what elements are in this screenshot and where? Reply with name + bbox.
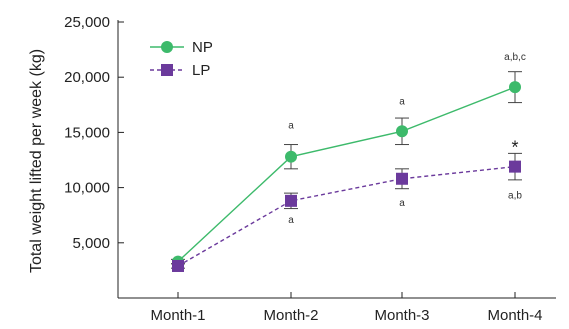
legend-label: LP (192, 62, 210, 79)
y-axis-title: Total weight lifted per week (kg) (28, 49, 45, 273)
data-point-lp (396, 172, 408, 185)
series-line-np (177, 86, 516, 263)
y-tick-label: 20,000 (64, 69, 110, 86)
data-point-np (285, 150, 297, 163)
y-tick-label: 25,000 (64, 14, 110, 31)
legend-marker (161, 64, 173, 76)
x-tick-label: Month-4 (487, 307, 542, 324)
legend-label: NP (192, 39, 213, 56)
x-tick-label: Month-3 (374, 307, 429, 324)
significance-label: a (288, 215, 294, 226)
chart-axes: 5,000 10,000 15,000 20,000 25,000 Month-1 Mont… (64, 14, 556, 324)
significance-label: a (288, 121, 294, 132)
significance-label: a,b,c (504, 52, 526, 63)
data-point-lp (172, 259, 184, 272)
legend-entry-lp: LP (150, 62, 210, 79)
y-tick-label: 10,000 (64, 180, 110, 197)
y-tick-label: 5,000 (72, 235, 110, 252)
significance-label: a (399, 198, 405, 209)
y-tick-label: 15,000 (64, 124, 110, 141)
significance-label: a,b (508, 191, 522, 202)
legend-marker (161, 41, 173, 53)
legend-entry-np: NP (150, 39, 213, 56)
significance-label: a (399, 96, 405, 107)
series-np: a a a,b,c (171, 52, 526, 268)
data-point-lp (285, 194, 297, 207)
significance-asterisk: * (511, 137, 518, 157)
data-point-np (509, 81, 521, 94)
x-tick-label: Month-2 (263, 307, 318, 324)
chart-legend: NP LP (150, 39, 213, 79)
chart-series: a a a,b,c a a a,b * (171, 52, 526, 272)
x-tick-label: Month-1 (150, 307, 205, 324)
y-axis-title-group: Total weight lifted per week (kg) (28, 49, 45, 273)
data-point-lp (509, 160, 521, 173)
data-point-np (396, 125, 408, 138)
series-line-lp (177, 165, 516, 267)
series-lp: a a a,b (171, 152, 522, 272)
